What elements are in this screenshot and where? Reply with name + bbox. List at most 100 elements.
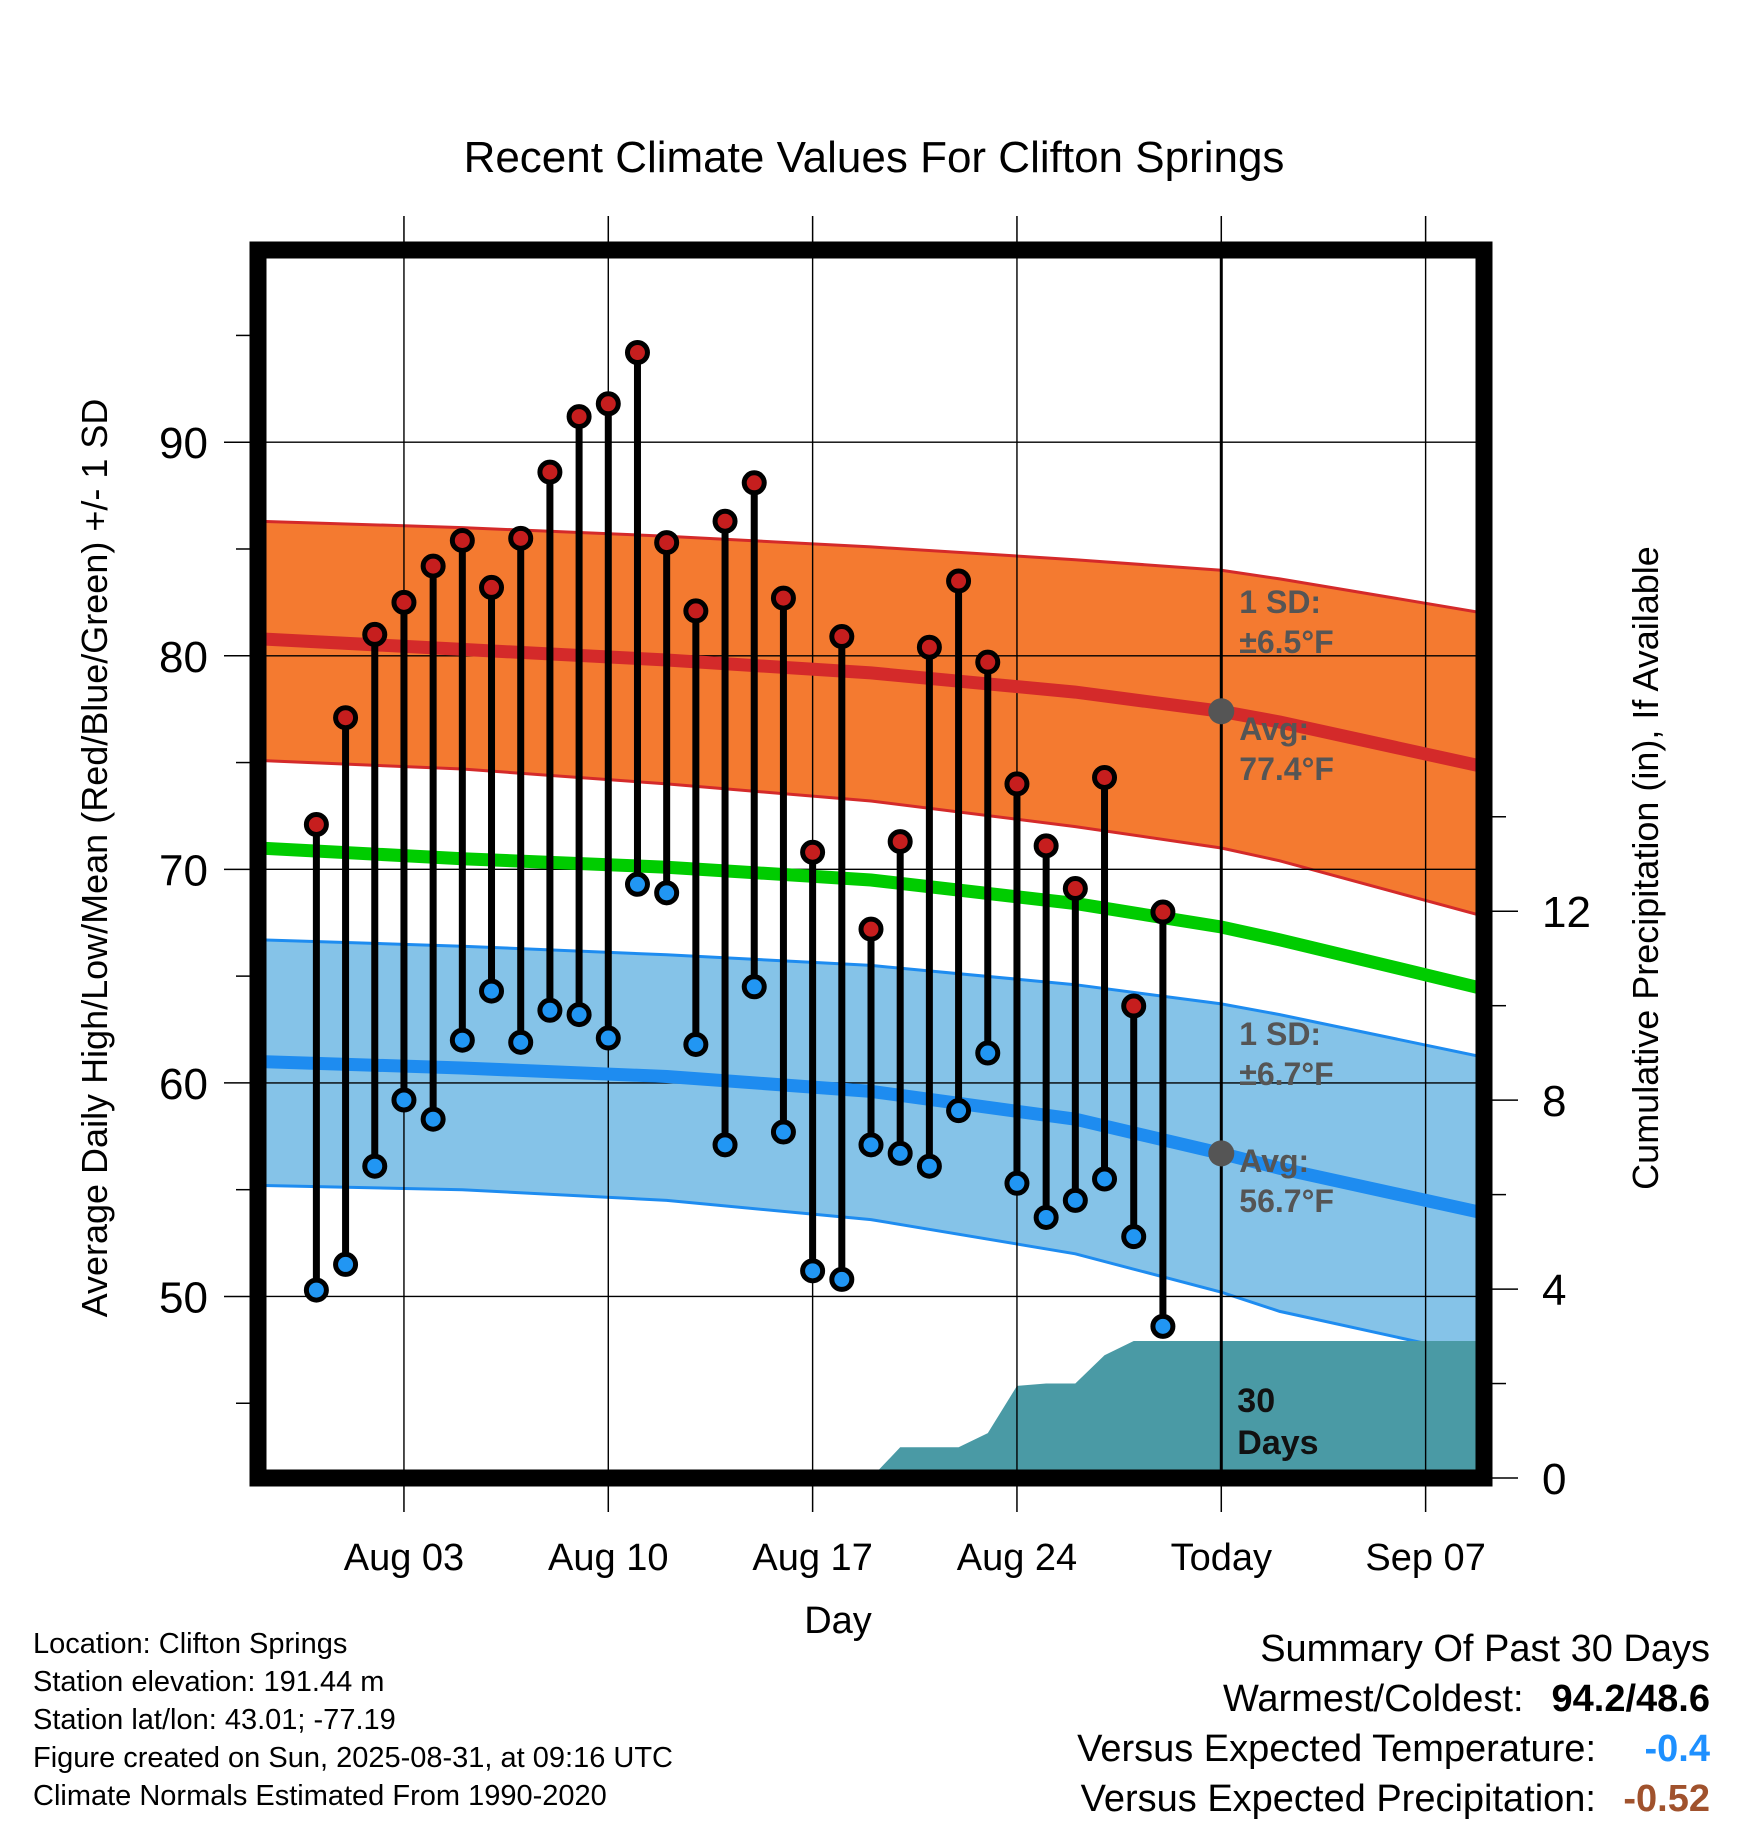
daily-low-point [1092, 1166, 1118, 1192]
temp-anomaly-value: -0.4 [1644, 1728, 1710, 1770]
low-sd-upper-edge [258, 938, 1484, 1059]
daily-low-point [1150, 1313, 1176, 1339]
high-sd-title: 1 SD: [1239, 584, 1321, 620]
daily-high-point [712, 508, 738, 534]
daily-low-point [391, 1087, 417, 1113]
x-tick-label: Today [1171, 1537, 1272, 1579]
daily-high-point [1062, 876, 1088, 902]
y2-tick-label: 4 [1542, 1266, 1566, 1315]
plot-frame [249, 241, 1493, 1487]
low-avg-line [258, 1055, 1484, 1220]
daily-high-point [683, 598, 709, 624]
today-high-avg-marker [1208, 698, 1235, 725]
high-sd-lower-edge [258, 758, 1484, 918]
daily-high-point [1150, 899, 1176, 925]
daily-low-point [362, 1153, 388, 1179]
daily-low-point [770, 1119, 796, 1145]
low-sd-lower-edge [258, 1183, 1484, 1358]
daily-high-point [566, 404, 592, 430]
plot-area [258, 250, 1484, 1478]
daily-high-point [537, 459, 563, 485]
station-info: Location: Clifton Springs Station elevat… [33, 1625, 673, 1815]
low-sd-value: ±6.7°F [1239, 1056, 1333, 1092]
summary-panel: Summary Of Past 30 Days Warmest/Coldest:… [1077, 1624, 1710, 1824]
daily-high-point [595, 391, 621, 417]
daily-high-point [829, 624, 855, 650]
daily-high-point [946, 568, 972, 594]
daily-high-point [975, 649, 1001, 675]
daily-low-point [712, 1132, 738, 1158]
daily-low-point [624, 871, 650, 897]
temp-anomaly-label: Versus Expected Temperature: [1077, 1728, 1596, 1770]
daily-low-point [683, 1031, 709, 1057]
daily-high-point [449, 527, 475, 553]
daily-high-point [1033, 833, 1059, 859]
low-avg-value: 56.7°F [1239, 1183, 1334, 1219]
daily-high-point [1092, 765, 1118, 791]
daily-high-point [479, 574, 505, 600]
y-tick-label: 60 [159, 1060, 208, 1109]
y-tick-label: 70 [159, 846, 208, 895]
daily-low-point [654, 880, 680, 906]
x-tick-label: Aug 17 [752, 1537, 872, 1579]
high-sd-value: ±6.5°F [1239, 624, 1333, 660]
daily-low-point [800, 1258, 826, 1284]
high-avg-line [258, 632, 1484, 774]
high-avg-value: 77.4°F [1239, 751, 1334, 787]
daily-low-point [1004, 1170, 1030, 1196]
x-tick-label: Sep 07 [1365, 1537, 1485, 1579]
x-tick-label: Aug 24 [957, 1537, 1077, 1579]
warm-cold-label: Warmest/Coldest: [1222, 1678, 1524, 1720]
summary-warm-cold-row: Warmest/Coldest: 94.2/48.6 [1077, 1674, 1710, 1724]
summary-heading: Summary Of Past 30 Days [1260, 1628, 1710, 1670]
y2-axis-label: Cumulative Precipitation (in), If Availa… [1625, 546, 1666, 1190]
today-low-avg-marker [1208, 1140, 1235, 1167]
daily-high-point [303, 811, 329, 837]
normals-text: Climate Normals Estimated From 1990-2020 [33, 1780, 607, 1812]
daily-low-point [449, 1027, 475, 1053]
daily-high-point [333, 705, 359, 731]
precip-area [871, 1341, 1484, 1478]
x-tick-label: Aug 10 [548, 1537, 668, 1579]
daily-low-point [1121, 1224, 1147, 1250]
y-tick-label: 90 [159, 419, 208, 468]
daily-high-point [391, 589, 417, 615]
daily-low-point [420, 1106, 446, 1132]
daily-high-point [858, 916, 884, 942]
y-tick-label: 80 [159, 633, 208, 682]
daily-high-point [916, 634, 942, 660]
daily-low-point [741, 974, 767, 1000]
precip-anomaly-label: Versus Expected Precipitation: [1080, 1778, 1596, 1820]
elevation-text: Station elevation: 191.44 m [33, 1666, 385, 1698]
x-tick-label: Aug 03 [344, 1537, 464, 1579]
latlon-text: Station lat/lon: 43.01; -77.19 [33, 1704, 396, 1736]
high-avg-title: Avg: [1239, 711, 1309, 747]
daily-high-point [741, 470, 767, 496]
daily-low-point [1062, 1187, 1088, 1213]
daily-high-point [654, 530, 680, 556]
y2-tick-label: 8 [1542, 1077, 1566, 1126]
chart-title: Recent Climate Values For Clifton Spring… [463, 133, 1285, 182]
daily-high-point [770, 585, 796, 611]
y2-tick-label: 12 [1542, 888, 1591, 937]
daily-high-point [420, 553, 446, 579]
y2-tick-label: 0 [1542, 1455, 1566, 1504]
y-tick-label: 50 [159, 1273, 208, 1322]
daily-low-point [508, 1029, 534, 1055]
daily-high-point [1004, 771, 1030, 797]
summary-precip-row: Versus Expected Precipitation: -0.52 [1077, 1774, 1710, 1824]
daily-low-point [566, 1002, 592, 1028]
daily-high-point [362, 621, 388, 647]
daily-low-point [333, 1251, 359, 1277]
daily-high-point [887, 829, 913, 855]
mean-avg-line [258, 841, 1484, 996]
daily-low-point [975, 1040, 1001, 1066]
daily-low-point [303, 1277, 329, 1303]
daily-low-point [595, 1025, 621, 1051]
daily-low-point [829, 1266, 855, 1292]
daily-high-point [508, 525, 534, 551]
created-text: Figure created on Sun, 2025-08-31, at 09… [33, 1742, 673, 1774]
low-sd-title: 1 SD: [1239, 1016, 1321, 1052]
